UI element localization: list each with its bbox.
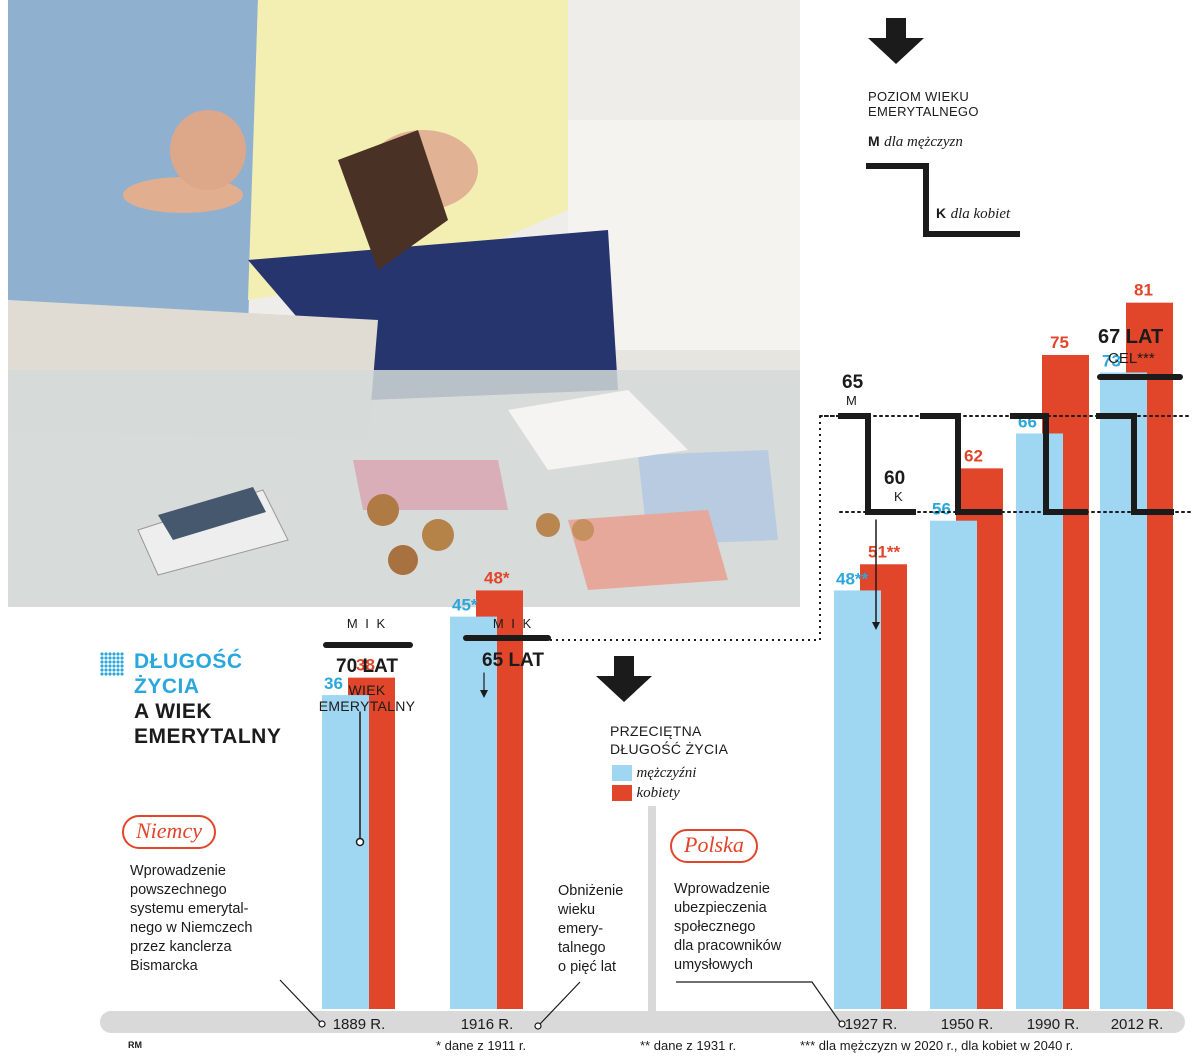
retirement-goal-label: CEL***	[1108, 350, 1155, 367]
country-poland: Polska	[670, 829, 758, 863]
note-germany-leader	[279, 979, 321, 1023]
label-men-5: 73	[1102, 351, 1121, 370]
category-label-0: 1889 R.	[333, 1016, 386, 1033]
retirement-k60-letter: K	[894, 489, 903, 504]
label-men-3: 56	[932, 500, 951, 519]
retirement-k60-value: 60	[884, 468, 906, 489]
category-label-2: 1927 R.	[845, 1016, 898, 1033]
connector-line	[550, 415, 838, 641]
category-label-3: 1950 R.	[941, 1016, 994, 1033]
bar-men-0	[322, 695, 369, 1009]
footnote-1: * dane z 1911 r.	[436, 1038, 527, 1053]
timeline-strip	[100, 1011, 1185, 1033]
bar-men-4	[1016, 433, 1063, 1010]
label-women-5: 81	[1134, 281, 1153, 300]
category-label-1: 1916 R.	[461, 1016, 514, 1033]
legend-arrow-down-icon	[868, 18, 924, 64]
retirement-1889-value: 70 LAT	[336, 656, 398, 677]
note-lower-dot	[534, 1022, 542, 1030]
life-legend-arrow-down-icon	[596, 656, 652, 702]
footnote-credit: RM	[128, 1040, 142, 1050]
country-separator	[648, 806, 656, 1011]
life-legend-title: PRZECIĘTNA DŁUGOŚĆ ŻYCIA	[610, 723, 729, 757]
retirement-goal-value: 67 LAT	[1098, 326, 1164, 348]
label-women-0: 38	[356, 656, 375, 675]
mk-label-1889: M I K	[346, 616, 388, 631]
category-label-5: 2012 R.	[1111, 1016, 1164, 1033]
retirement-step-1	[920, 413, 1002, 515]
label-women-3: 62	[964, 446, 983, 465]
bar-men-3	[930, 520, 977, 1009]
country-germany: Niemcy	[122, 815, 216, 849]
bar-men-2	[834, 590, 881, 1009]
retirement-legend-k: K dla kobiet	[936, 205, 1011, 222]
note-germany-lower: Obniżenie wieku emery- talnego o pięć la…	[558, 883, 624, 975]
note-lower-leader	[539, 981, 581, 1025]
retirement-m65-value: 65	[842, 372, 864, 393]
retirement-1916-value: 65 LAT	[482, 650, 544, 671]
note-poland-leader	[676, 981, 841, 1023]
label-women-4: 75	[1050, 333, 1069, 352]
label-men-2: 48**	[836, 569, 869, 588]
legend-step-symbol	[866, 163, 1020, 237]
note-germany-intro: Wprowadzenie powszechnego systemu emeryt…	[130, 863, 253, 974]
heading-dot-grid	[100, 652, 124, 676]
footnote-2: ** dane z 1931 r.	[640, 1038, 737, 1053]
retirement-m65-letter: M	[846, 393, 857, 408]
category-label-4: 1990 R.	[1027, 1016, 1080, 1033]
footnote-3: *** dla mężczyzn w 2020 r., dla kobiet w…	[800, 1038, 1074, 1053]
mk-label-1916: M I K	[492, 616, 534, 631]
label-men-0: 36	[324, 674, 343, 693]
retirement-step-2	[1010, 413, 1088, 515]
life-legend-men: mężczyźni	[612, 764, 696, 782]
label-women-2: 51**	[868, 542, 901, 561]
note-poland-intro: Wprowadzenie ubezpieczenia społecznego d…	[674, 881, 782, 973]
note-poland-dot	[838, 1020, 846, 1028]
life-legend-women: kobiety	[612, 784, 680, 802]
photo-pension-couple	[8, 0, 800, 607]
retirement-legend-title: POZIOM WIEKU EMERYTALNEGO	[868, 89, 979, 119]
retirement-legend-m: M dla mężczyzn	[868, 133, 963, 150]
retirement-1889-dot	[355, 837, 365, 847]
retirement-1889-sub: WIEK EMERYTALNY	[318, 682, 416, 714]
retirement-step-3	[1096, 413, 1174, 515]
retirement-1916-pointer-head	[480, 690, 488, 698]
bar-men-5	[1100, 372, 1147, 1009]
label-women-1: 48*	[484, 568, 510, 587]
chart-title: DŁUGOŚĆ ŻYCIA A WIEK EMERYTALNY	[134, 650, 282, 748]
bar-men-1	[450, 616, 497, 1009]
label-men-1: 45*	[452, 596, 478, 615]
note-germany-dot	[318, 1020, 326, 1028]
retirement-1927-pointer-head	[872, 622, 880, 630]
retirement-step-0	[838, 413, 916, 515]
